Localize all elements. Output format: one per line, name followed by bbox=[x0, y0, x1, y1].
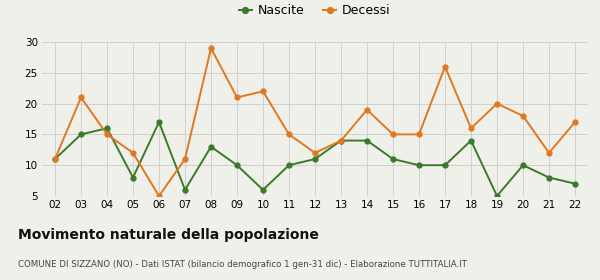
Nascite bbox=[467, 139, 475, 142]
Decessi bbox=[233, 96, 241, 99]
Decessi bbox=[286, 133, 293, 136]
Nascite bbox=[52, 157, 59, 161]
Nascite bbox=[208, 145, 215, 148]
Nascite bbox=[311, 157, 319, 161]
Nascite bbox=[442, 164, 449, 167]
Decessi bbox=[442, 65, 449, 68]
Decessi bbox=[467, 127, 475, 130]
Text: COMUNE DI SIZZANO (NO) - Dati ISTAT (bilancio demografico 1 gen-31 dic) - Elabor: COMUNE DI SIZZANO (NO) - Dati ISTAT (bil… bbox=[18, 260, 467, 269]
Decessi bbox=[130, 151, 137, 155]
Nascite bbox=[77, 133, 85, 136]
Nascite bbox=[181, 188, 188, 192]
Nascite bbox=[520, 164, 527, 167]
Nascite bbox=[364, 139, 371, 142]
Nascite bbox=[493, 194, 500, 198]
Decessi bbox=[415, 133, 422, 136]
Decessi bbox=[259, 90, 266, 93]
Nascite bbox=[130, 176, 137, 179]
Decessi bbox=[52, 157, 59, 161]
Nascite bbox=[155, 120, 163, 124]
Decessi bbox=[364, 108, 371, 111]
Nascite bbox=[233, 164, 241, 167]
Nascite bbox=[415, 164, 422, 167]
Decessi bbox=[571, 120, 578, 124]
Decessi bbox=[103, 133, 110, 136]
Line: Decessi: Decessi bbox=[53, 46, 577, 199]
Decessi bbox=[181, 157, 188, 161]
Decessi bbox=[208, 46, 215, 50]
Text: Movimento naturale della popolazione: Movimento naturale della popolazione bbox=[18, 228, 319, 242]
Nascite bbox=[259, 188, 266, 192]
Nascite bbox=[103, 127, 110, 130]
Nascite bbox=[337, 139, 344, 142]
Nascite bbox=[286, 164, 293, 167]
Decessi bbox=[389, 133, 397, 136]
Line: Nascite: Nascite bbox=[53, 120, 577, 199]
Decessi bbox=[337, 139, 344, 142]
Decessi bbox=[155, 194, 163, 198]
Nascite bbox=[571, 182, 578, 185]
Nascite bbox=[389, 157, 397, 161]
Legend: Nascite, Decessi: Nascite, Decessi bbox=[234, 0, 396, 22]
Decessi bbox=[311, 151, 319, 155]
Nascite bbox=[545, 176, 553, 179]
Decessi bbox=[493, 102, 500, 105]
Decessi bbox=[545, 151, 553, 155]
Decessi bbox=[77, 96, 85, 99]
Decessi bbox=[520, 114, 527, 118]
